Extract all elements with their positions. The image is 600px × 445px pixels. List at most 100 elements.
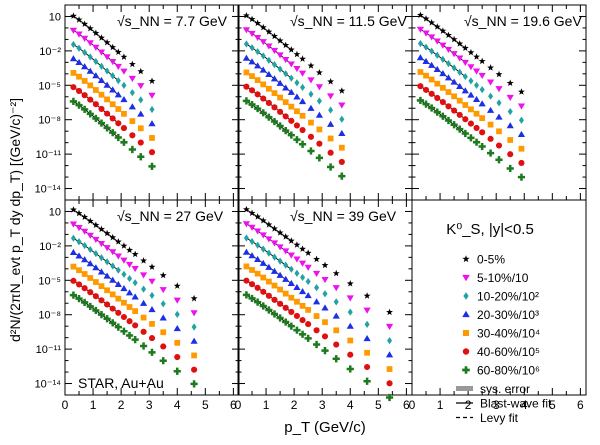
data-point	[277, 300, 284, 307]
data-point	[120, 138, 128, 146]
data-point	[428, 90, 435, 97]
data-point	[87, 245, 93, 254]
data-point	[445, 60, 452, 68]
data-point	[276, 52, 284, 59]
data-point	[282, 99, 289, 106]
data-point	[271, 104, 278, 111]
data-point	[243, 69, 250, 76]
data-point	[121, 270, 127, 278]
data-point	[299, 317, 306, 324]
data-point	[75, 31, 83, 38]
data-point	[478, 57, 486, 65]
data-point	[478, 100, 486, 107]
data-point	[322, 290, 328, 298]
data-point	[114, 253, 122, 260]
data-point	[260, 274, 267, 281]
data-point	[423, 43, 429, 51]
data-point	[121, 110, 127, 117]
data-point	[486, 106, 495, 113]
data-point	[109, 86, 117, 93]
data-point	[328, 106, 334, 114]
data-point	[346, 322, 354, 329]
data-point	[307, 104, 315, 111]
data-point	[148, 77, 156, 84]
data-point	[305, 321, 312, 328]
data-point	[92, 114, 100, 123]
data-point	[98, 297, 105, 304]
data-point	[270, 310, 279, 318]
data-point	[114, 63, 122, 70]
data-point	[276, 229, 284, 236]
experiment-label: STAR, Au+Au	[78, 375, 164, 391]
data-point	[259, 302, 267, 310]
data-point	[75, 58, 83, 65]
data-point	[467, 64, 475, 71]
data-point	[69, 97, 78, 105]
x-tick-label: 5	[375, 398, 382, 412]
data-point	[467, 91, 475, 98]
data-point	[288, 294, 295, 301]
series-4	[242, 248, 394, 358]
x-tick-label: 4	[174, 398, 181, 412]
data-point	[495, 156, 503, 164]
data-point	[282, 84, 290, 91]
data-point	[487, 121, 494, 128]
data-point	[76, 44, 82, 52]
data-point	[265, 43, 273, 50]
data-point	[450, 78, 458, 85]
data-point	[439, 69, 447, 77]
data-point	[287, 237, 295, 244]
data-point	[81, 92, 88, 99]
data-point	[125, 331, 134, 340]
data-point	[282, 275, 290, 282]
data-point	[173, 282, 181, 289]
data-point	[462, 72, 468, 81]
legend-marker	[462, 329, 470, 337]
data-point	[242, 221, 251, 228]
data-point	[104, 258, 110, 266]
series-4	[242, 54, 346, 136]
series-7	[242, 97, 346, 180]
data-point	[191, 352, 197, 359]
data-point	[506, 164, 514, 173]
data-point	[159, 271, 167, 279]
data-point	[115, 309, 122, 316]
data-point	[243, 263, 250, 270]
data-point	[439, 98, 446, 106]
legend-item-5: 30-40%/10⁴	[462, 327, 540, 341]
data-point	[488, 92, 494, 100]
data-point	[109, 249, 117, 256]
series-1	[243, 11, 346, 94]
data-point	[322, 319, 328, 326]
data-point	[242, 54, 251, 61]
data-point	[422, 100, 430, 108]
data-point	[473, 110, 480, 117]
data-point	[70, 70, 77, 76]
data-point	[265, 236, 273, 243]
data-point	[81, 20, 89, 27]
data-point	[518, 88, 525, 95]
data-point	[287, 322, 295, 330]
data-point	[160, 300, 166, 308]
data-point	[457, 68, 463, 76]
data-point	[287, 131, 295, 139]
x-tick-label: 5	[549, 398, 556, 412]
data-point	[364, 320, 370, 328]
data-point	[266, 56, 272, 64]
data-point	[137, 83, 145, 90]
data-point	[120, 242, 128, 249]
data-point	[451, 93, 457, 100]
data-point	[86, 260, 94, 267]
data-point	[103, 245, 111, 252]
data-point	[174, 353, 181, 361]
data-point	[69, 248, 78, 255]
data-point	[385, 351, 394, 358]
data-point	[114, 91, 122, 98]
data-point	[132, 322, 139, 329]
data-point	[148, 162, 156, 170]
data-point	[338, 144, 345, 151]
data-point	[321, 333, 329, 340]
data-point	[265, 221, 273, 228]
panel-39-gev: 0 1 2 3 4 5 6 √s_NN = 39 GeV	[235, 199, 413, 412]
